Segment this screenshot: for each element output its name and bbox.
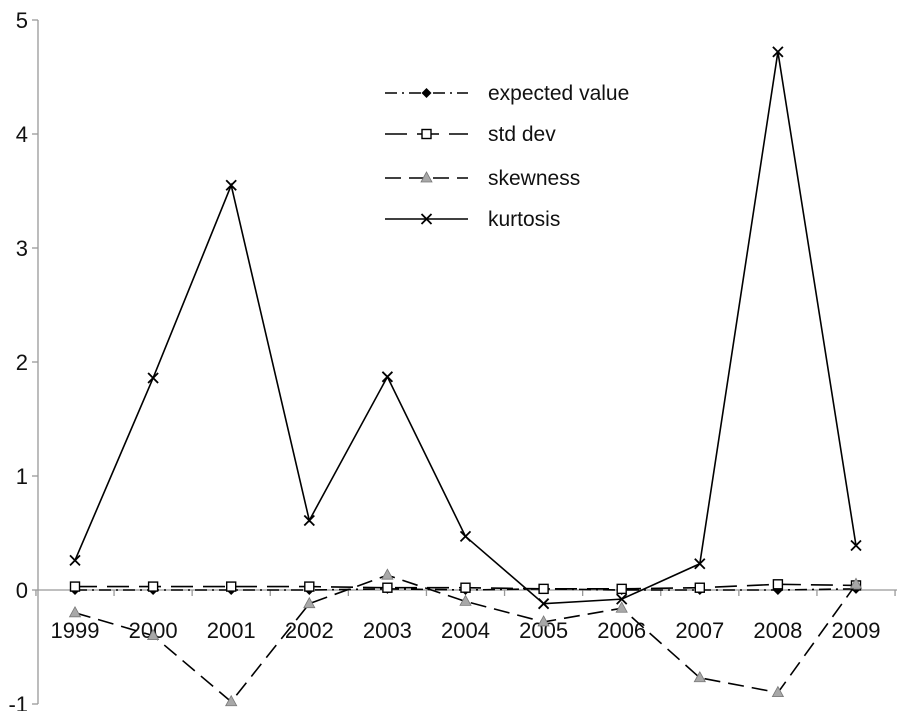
x-tick-label: 1999: [51, 618, 100, 643]
marker-stroke: [772, 46, 784, 58]
tick-labels: -101234519992000200120022003200420052006…: [8, 8, 880, 711]
y-tick-label: -1: [8, 692, 28, 711]
data-point-skewness: [68, 605, 82, 618]
legend-item-kurtosis: kurtosis: [385, 208, 560, 231]
series-layer: [68, 46, 863, 707]
data-point-kurtosis: [69, 554, 81, 566]
legend-marker-expected-value: [421, 88, 432, 98]
legend-marker-std-dev: [421, 128, 432, 140]
data-point-std-dev: [69, 581, 81, 592]
y-tick-label: 2: [16, 350, 28, 375]
x-tick-label: 2006: [597, 618, 646, 643]
data-point-skewness: [146, 628, 160, 640]
marker-stroke: [69, 554, 81, 566]
x-tick-label: 2001: [207, 618, 256, 643]
data-point-kurtosis: [225, 179, 237, 191]
data-point-kurtosis: [850, 539, 862, 552]
data-point-skewness: [303, 596, 316, 609]
data-point-kurtosis: [303, 514, 315, 527]
series-skewness: [68, 568, 863, 707]
y-tick-label: 4: [16, 122, 28, 147]
data-point-skewness: [537, 615, 550, 627]
legend-marker-skewness: [420, 171, 433, 183]
legend-item-expected-value: expected value: [385, 82, 629, 105]
data-point-skewness: [381, 568, 394, 580]
marker-stroke: [381, 371, 394, 383]
data-point-kurtosis: [694, 558, 706, 570]
data-point-skewness: [693, 670, 706, 683]
marker-stroke: [225, 179, 237, 191]
marker-stroke: [616, 593, 628, 605]
series-line-skewness: [74, 574, 857, 703]
marker-stroke: [537, 598, 550, 610]
legend-label-expected-value: expected value: [488, 82, 629, 105]
y-tick-label: 5: [16, 8, 28, 33]
x-tick-label: 2002: [285, 618, 334, 643]
marker-stroke: [694, 558, 706, 570]
y-tick-label: 1: [16, 464, 28, 489]
data-point-std-dev: [772, 579, 784, 590]
legend-label-skewness: skewness: [488, 167, 580, 190]
data-point-skewness: [771, 685, 785, 697]
data-point-kurtosis: [459, 530, 472, 543]
data-point-std-dev: [225, 581, 237, 592]
legend-label-std-dev: std dev: [488, 123, 556, 146]
data-point-skewness: [459, 594, 472, 606]
data-point-std-dev: [460, 582, 471, 593]
data-point-kurtosis: [616, 593, 628, 605]
legend-marker-kurtosis: [420, 213, 433, 225]
data-point-std-dev: [382, 582, 393, 593]
series-std-dev: [69, 579, 862, 595]
data-point-std-dev: [694, 582, 705, 593]
data-point-std-dev: [147, 581, 159, 592]
data-point-std-dev: [538, 583, 549, 595]
marker-stroke: [303, 514, 315, 527]
legend-item-skewness: skewness: [385, 167, 580, 190]
y-tick-label: 3: [16, 236, 28, 261]
marker-stroke: [850, 539, 862, 552]
marker-stroke: [420, 213, 433, 225]
x-tick-label: 2008: [753, 618, 802, 643]
data-point-kurtosis: [147, 372, 159, 384]
data-point-skewness: [615, 601, 628, 613]
series-kurtosis: [69, 46, 862, 610]
data-point-std-dev: [616, 583, 627, 595]
x-tick-label: 2009: [832, 618, 881, 643]
x-tick-label: 2004: [441, 618, 490, 643]
x-tick-label: 2007: [675, 618, 724, 643]
data-point-skewness: [849, 577, 863, 589]
data-point-std-dev: [304, 581, 315, 592]
legend-item-std-dev: std dev: [385, 123, 556, 146]
x-tick-label: 2003: [363, 618, 412, 643]
data-point-kurtosis: [381, 371, 394, 383]
legend-label-kurtosis: kurtosis: [488, 208, 560, 231]
data-point-kurtosis: [537, 598, 550, 610]
marker-stroke: [459, 530, 472, 543]
marker-stroke: [147, 372, 159, 384]
data-point-skewness: [225, 694, 238, 707]
data-point-kurtosis: [772, 46, 784, 58]
y-tick-label: 0: [16, 578, 28, 603]
legend: expected value std dev skewness kurtosis: [385, 82, 629, 231]
